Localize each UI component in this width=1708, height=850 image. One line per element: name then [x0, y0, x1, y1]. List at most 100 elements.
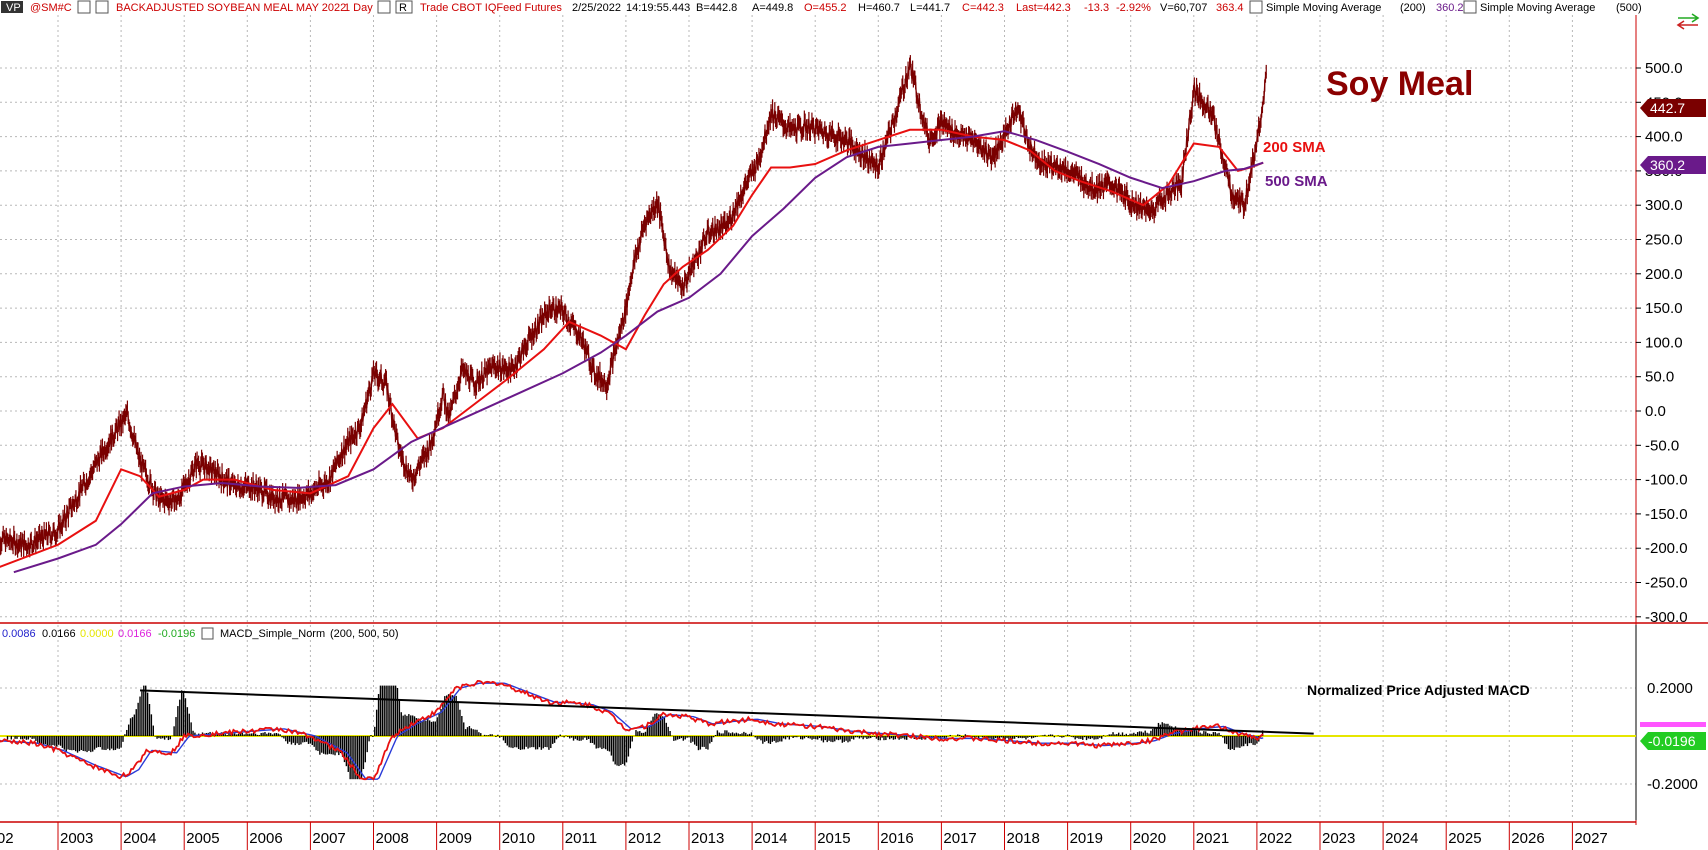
y-axis-tick-label: 0.0 — [1645, 403, 1666, 420]
sma1-value: 360.2 — [1436, 2, 1464, 14]
macd-trendline[interactable] — [139, 689, 1314, 735]
y-axis-tick-label: 400.0 — [1645, 129, 1683, 146]
y-axis-tick-label: 100.0 — [1645, 334, 1683, 351]
y-axis-tick-label: -250.0 — [1645, 575, 1688, 592]
symbol-dropdown-icon[interactable] — [77, 0, 91, 14]
axis-layer: 02 2003 2004 2005 2006 2007 2008 2009 2010 2011 20… — [0, 60, 1698, 850]
y-axis-tick-label: 200.0 — [1645, 266, 1683, 283]
x-axis-tick-label: 2004 — [123, 830, 156, 847]
interval-dropdown-icon[interactable] — [377, 0, 391, 14]
low: L=441.7 — [910, 2, 950, 14]
x-axis-tick-label: 2010 — [502, 830, 535, 847]
x-axis-tick-label: 2007 — [312, 830, 345, 847]
x-axis-tick-label: 2015 — [817, 830, 850, 847]
price-line — [0, 61, 1267, 553]
x-axis-tick-label: 2026 — [1511, 830, 1544, 847]
chart-annotation-title: Soy Meal — [1326, 65, 1473, 103]
last-price-badge: 442.7 — [1640, 99, 1706, 117]
macd-histogram — [6, 685, 1264, 780]
macd-y-axis-tick-label: 0.2000 — [1647, 680, 1693, 697]
sma1-name: Simple Moving Average — [1266, 2, 1381, 14]
x-axis-tick-label: 2022 — [1259, 830, 1292, 847]
sma-badge-text: 360.2 — [1650, 157, 1685, 173]
bid: B=442.8 — [696, 2, 737, 14]
macd-badge: -0.0196 — [1640, 722, 1706, 750]
x-axis-tick-label: 2016 — [880, 830, 913, 847]
x-axis-tick-label: 2017 — [943, 830, 976, 847]
chart-title: BACKADJUSTED SOYBEAN MEAL MAY 2022 — [116, 2, 346, 14]
y-axis-tick-label: 50.0 — [1645, 369, 1674, 386]
ask: A=449.8 — [752, 2, 793, 14]
pct-change: -2.92% — [1116, 2, 1151, 14]
high: H=460.7 — [858, 2, 900, 14]
macd-y-axis-tick-label: -0.2000 — [1647, 776, 1698, 793]
x-axis-tick-label: 2027 — [1574, 830, 1607, 847]
change: -13.3 — [1084, 2, 1109, 14]
y-axis-tick-label: 500.0 — [1645, 60, 1683, 77]
x-axis-tick-label: 2006 — [249, 830, 282, 847]
x-axis-tick-label: 2008 — [376, 830, 409, 847]
last: Last=442.3 — [1016, 2, 1071, 14]
sma200-line — [0, 128, 1264, 568]
vp-label: VP — [6, 2, 21, 14]
x-axis-tick-label: 2013 — [691, 830, 724, 847]
interval[interactable]: 1 Day — [344, 2, 373, 14]
date: 2/25/2022 — [572, 2, 621, 14]
panel-frame — [0, 15, 1708, 825]
open-interest: 363.4 — [1216, 2, 1244, 14]
macd-value-2: 0.0166 — [42, 628, 76, 640]
price-series — [0, 55, 1267, 558]
macd-value-4: 0.0166 — [118, 628, 152, 640]
time: 14:19:55.443 — [626, 2, 690, 14]
x-axis-tick-label: 2019 — [1070, 830, 1103, 847]
y-axis-tick-label: -200.0 — [1645, 540, 1688, 557]
x-axis-tick-label: 2020 — [1133, 830, 1166, 847]
y-axis-tick-label: -100.0 — [1645, 472, 1688, 489]
last-price-badge-text: 442.7 — [1650, 100, 1685, 116]
open: O=455.2 — [804, 2, 847, 14]
y-axis-tick-label: 250.0 — [1645, 232, 1683, 249]
volume: V=60,707 — [1160, 2, 1207, 14]
title-dropdown-icon[interactable] — [95, 0, 109, 14]
sma1-param: (200) — [1400, 2, 1426, 14]
sma-badge: 360.2 — [1640, 156, 1706, 174]
symbol[interactable]: @SM#C — [30, 2, 72, 14]
sma1-close-icon[interactable] — [1249, 0, 1263, 14]
macd-badge-text: -0.0196 — [1648, 733, 1696, 749]
macd-layer — [0, 680, 1636, 781]
sma500-annotation: 500 SMA — [1265, 173, 1328, 190]
macd-params: (200, 500, 50) — [330, 628, 399, 640]
x-axis-tick-label: 2024 — [1385, 830, 1418, 847]
macd-header: 0.0086 0.0166 0.0000 0.0166 -0.0196 MACD… — [2, 627, 399, 640]
x-axis-tick-label: 02 — [0, 830, 14, 847]
trade-info: Trade CBOT IQFeed Futures — [420, 2, 562, 14]
macd-name: MACD_Simple_Norm — [220, 628, 325, 640]
y-axis-tick-label: 300.0 — [1645, 197, 1683, 214]
y-axis-tick-label: -50.0 — [1645, 437, 1679, 454]
x-axis-tick-label: 2018 — [1007, 830, 1040, 847]
macd-close-icon[interactable] — [201, 627, 214, 640]
header-bar: VP @SM#C BACKADJUSTED SOYBEAN MEAL MAY 2… — [1, 0, 1642, 14]
macd-value-5: -0.0196 — [158, 628, 195, 640]
sma2-param: (500) — [1616, 2, 1642, 14]
x-axis-tick-label: 2025 — [1448, 830, 1481, 847]
macd-value-1: 0.0086 — [2, 628, 36, 640]
macd-value-3: 0.0000 — [80, 628, 114, 640]
sma200-annotation: 200 SMA — [1263, 139, 1326, 156]
sma500-line — [13, 130, 1264, 574]
swap-arrows-icon[interactable] — [1676, 13, 1700, 30]
macd-line — [0, 680, 1264, 781]
vp-button[interactable] — [1, 1, 23, 13]
y-axis-tick-label: -150.0 — [1645, 506, 1688, 523]
x-axis-tick-label: 2012 — [628, 830, 661, 847]
r-label: R — [399, 2, 407, 14]
x-axis-tick-label: 2005 — [186, 830, 219, 847]
x-axis-tick-label: 2021 — [1196, 830, 1229, 847]
sma2-close-icon[interactable] — [1463, 0, 1477, 14]
r-button[interactable] — [395, 0, 413, 14]
macd-annotation: Normalized Price Adjusted MACD — [1307, 682, 1530, 698]
y-axis-tick-label: 150.0 — [1645, 300, 1683, 317]
x-axis-tick-label: 2009 — [439, 830, 472, 847]
x-axis-tick-label: 2011 — [565, 830, 597, 847]
